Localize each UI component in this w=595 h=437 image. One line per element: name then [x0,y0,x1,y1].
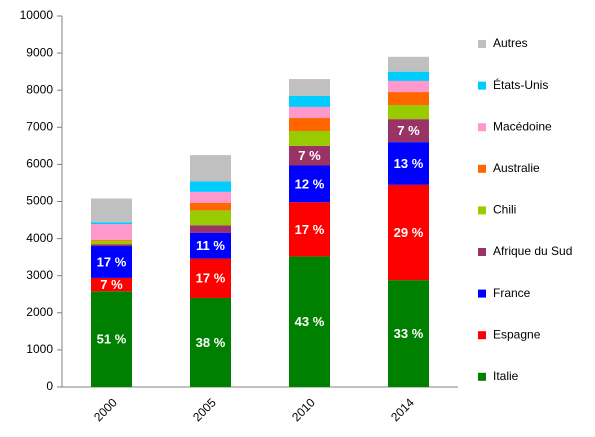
legend-label: Espagne [493,327,541,341]
y-tick-label: 9000 [26,45,53,59]
y-tick-label: 10000 [20,8,54,22]
bar-segment [289,106,330,119]
bar-segment [91,291,132,387]
legend-label: Macédoine [493,119,552,133]
data-label: 17 % [97,254,127,269]
bar-segment [388,92,429,106]
data-label: 17 % [295,222,325,237]
legend-label: Autres [493,36,528,50]
y-tick-label: 8000 [26,82,53,96]
x-tick-label: 2000 [91,395,120,424]
x-tick-label: 2005 [190,395,219,424]
y-tick-label: 5000 [26,194,53,208]
bar-segment [190,258,231,298]
legend-label: France [493,286,531,300]
bar-segment [190,155,231,182]
x-tick-label: 2010 [289,395,318,424]
y-tick-label: 0 [46,379,53,393]
legend-swatch [478,123,486,132]
bar-segment [91,240,132,245]
bar-segment [388,280,429,387]
bar-segment [388,71,429,81]
bar-segment [190,181,231,192]
data-label: 7 % [298,148,321,163]
legend-swatch [478,248,486,256]
bar-segment [388,184,429,281]
bar-segment [91,244,132,247]
legend-swatch [478,206,486,215]
bar-segment [190,210,231,226]
bar-segment [190,232,231,259]
bar-segment [91,239,132,241]
legend-label: Australie [493,161,540,175]
bar-segment [91,246,132,278]
bar-segment [91,198,132,223]
legend-swatch [478,40,486,48]
y-tick-label: 6000 [26,157,53,171]
y-tick-label: 2000 [26,305,53,319]
data-label: 43 % [295,314,325,329]
y-tick-label: 3000 [26,268,53,282]
data-label: 33 % [394,326,424,341]
x-tick-label: 2014 [388,395,417,424]
data-label: 13 % [394,156,424,171]
bar-segment [91,222,132,225]
bar-segment [91,224,132,240]
bar-segment [190,297,231,387]
bar-segment [289,165,330,203]
data-label: 11 % [196,238,225,253]
legend-swatch [478,81,486,90]
data-label: 29 % [394,225,424,240]
bar-segment [289,202,330,257]
bar-segment [388,119,429,143]
data-label: 7 % [397,123,420,138]
bar-segment [190,191,231,203]
legend-swatch [478,372,486,381]
bar-segment [388,80,429,93]
y-tick-label: 4000 [26,231,53,245]
bar-segment [190,225,231,233]
data-label: 12 % [295,176,325,191]
bar-segment [91,277,132,292]
legend-label: Afrique du Sud [493,244,572,258]
y-tick-label: 7000 [26,119,53,133]
bar-segment [388,56,429,72]
legend-swatch [478,164,486,173]
y-tick-label: 1000 [26,342,53,356]
legend-label: Italie [493,369,519,383]
bar-segment [289,118,330,132]
data-label: 51 % [97,332,127,347]
bar-segment [289,145,330,166]
legend-label: États-Unis [493,77,548,92]
data-label: 7 % [100,277,123,292]
bar-segment [289,79,330,96]
bar-segment [289,131,330,146]
bar-segment [289,95,330,107]
legend-swatch [478,289,486,298]
bar-segment [388,105,429,120]
bar-segment [388,142,429,185]
data-label: 17 % [196,271,226,286]
bar-segment [289,256,330,387]
legend-label: Chili [493,203,516,217]
bar-segment [190,202,231,211]
legend-swatch [478,331,486,340]
data-label: 38 % [196,335,226,350]
